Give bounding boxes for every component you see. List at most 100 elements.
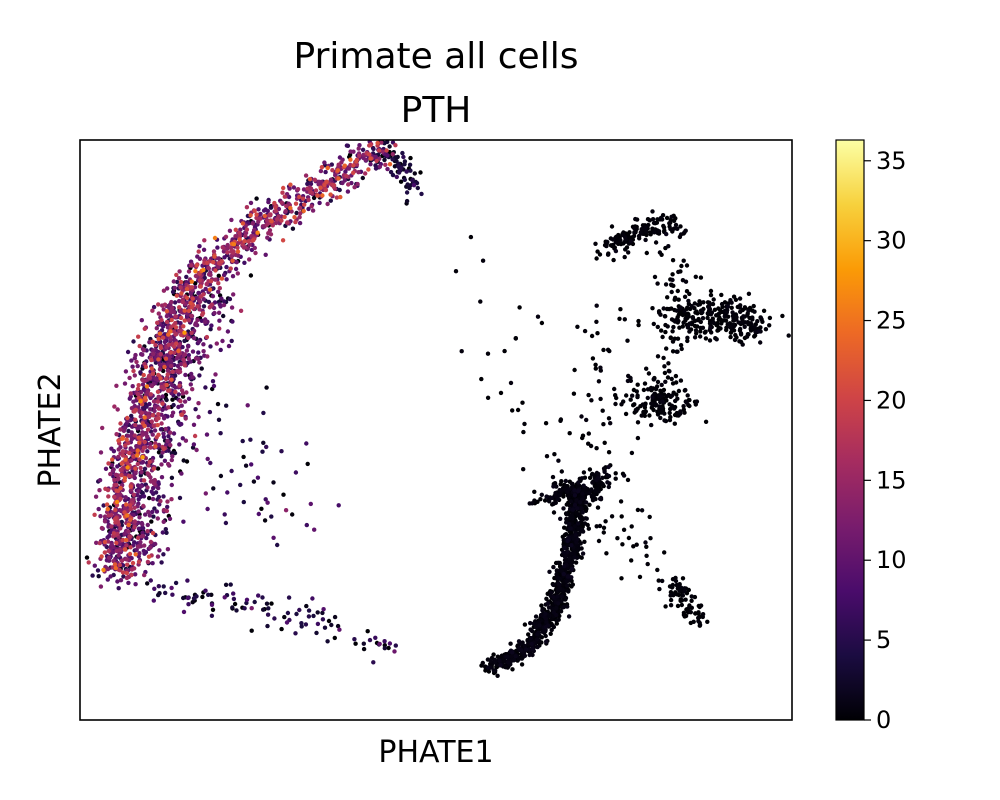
scatter-point [224, 403, 229, 408]
scatter-point [222, 512, 227, 517]
scatter-point [183, 372, 188, 378]
scatter-point [124, 575, 130, 581]
scatter-point [505, 660, 511, 665]
scatter-point [682, 294, 688, 299]
scatter-point [664, 215, 670, 221]
scatter-point [346, 182, 351, 187]
scatter-point [249, 462, 254, 467]
scatter-point [718, 308, 723, 313]
scatter-point [569, 575, 574, 580]
scatter-point [601, 525, 607, 530]
scatter-point [151, 514, 156, 519]
scatter-point [114, 540, 119, 546]
scatter-point [182, 330, 187, 335]
scatter-point [101, 567, 106, 573]
scatter-point [156, 412, 161, 417]
scatter-point [342, 163, 347, 168]
scatter-point [761, 308, 767, 313]
scatter-point [633, 216, 638, 222]
scatter-point [176, 276, 182, 281]
scatter-point [418, 170, 423, 175]
scatter-point [106, 533, 112, 539]
scatter-point [361, 646, 367, 652]
scatter-point [227, 296, 233, 302]
scatter-point [371, 660, 376, 665]
scatter-point [125, 562, 130, 567]
scatter-point [740, 342, 745, 347]
scatter-point [184, 274, 189, 280]
scatter-point [132, 373, 137, 378]
scatter-point [676, 269, 681, 275]
scatter-point [173, 580, 179, 586]
scatter-point [558, 516, 563, 521]
scatter-point [209, 602, 215, 607]
scatter-point [571, 391, 577, 396]
chart-title: Primate all cells [294, 36, 579, 77]
scatter-point [174, 341, 179, 346]
scatter-point [282, 214, 287, 220]
scatter-point [182, 352, 188, 357]
scatter-point [279, 626, 284, 632]
scatter-point [542, 628, 547, 633]
scatter-point [710, 301, 716, 307]
scatter-point [587, 467, 593, 472]
scatter-point [145, 390, 150, 395]
scatter-point [206, 299, 212, 305]
scatter-point [681, 320, 686, 325]
scatter-point [209, 592, 214, 597]
scatter-point [642, 381, 648, 386]
scatter-point [133, 352, 138, 358]
scatter-point [265, 235, 270, 240]
scatter-point [124, 437, 129, 442]
scatter-point [256, 511, 261, 517]
scatter-point [280, 238, 286, 243]
scatter-point [718, 326, 723, 331]
scatter-point [509, 654, 514, 659]
scatter-point [178, 321, 183, 326]
scatter-point [168, 443, 173, 448]
scatter-point [379, 140, 384, 145]
scatter-point [539, 492, 544, 497]
scatter-point [677, 588, 682, 593]
scatter-point [251, 238, 256, 243]
scatter-point [119, 519, 125, 525]
scatter-point [344, 143, 350, 148]
scatter-point [302, 202, 307, 207]
scatter-point [746, 291, 752, 296]
scatter-point [565, 538, 570, 544]
scatter-point [301, 208, 306, 214]
scatter-point [149, 366, 154, 371]
scatter-point [148, 539, 154, 545]
scatter-point [544, 619, 549, 625]
scatter-point [700, 316, 706, 321]
scatter-point [171, 279, 176, 284]
scatter-point [174, 272, 179, 278]
scatter-point [214, 341, 219, 346]
scatter-point [554, 568, 559, 573]
scatter-point [123, 502, 129, 507]
scatter-point [230, 605, 235, 610]
scatter-point [229, 305, 235, 310]
scatter-point [674, 592, 680, 597]
scatter-point [159, 475, 165, 480]
scatter-point [661, 355, 666, 361]
scatter-point [667, 221, 672, 226]
scatter-point [100, 425, 105, 431]
scatter-point [510, 667, 515, 672]
scatter-point [112, 404, 117, 409]
scatter-point [523, 647, 529, 652]
scatter-point [161, 307, 166, 312]
scatter-point [237, 230, 242, 236]
scatter-point [613, 401, 618, 407]
scatter-point [712, 307, 718, 312]
scatter-point [628, 239, 633, 244]
scatter-point [567, 556, 572, 561]
scatter-point [613, 476, 618, 481]
scatter-point [149, 489, 154, 494]
scatter-point [522, 653, 528, 658]
scatter-point [246, 239, 251, 244]
scatter-point [161, 552, 166, 557]
scatter-point [698, 603, 704, 608]
scatter-point [561, 550, 566, 555]
scatter-point [360, 175, 365, 181]
